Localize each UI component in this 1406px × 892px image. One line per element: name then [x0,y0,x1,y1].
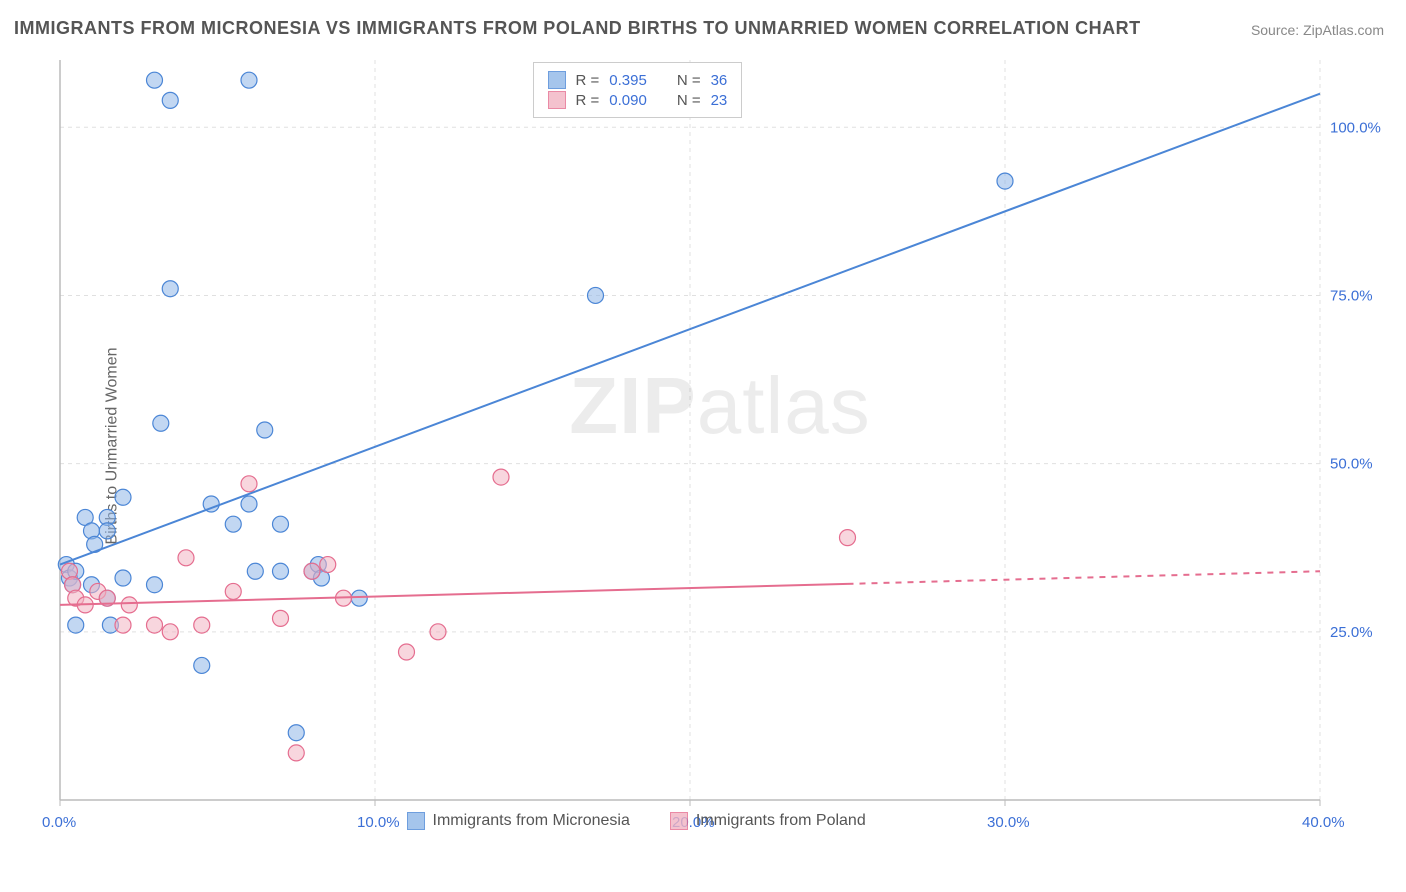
legend-n-value: 36 [711,72,728,89]
data-point [162,281,178,297]
data-point [68,617,84,633]
chart-title: IMMIGRANTS FROM MICRONESIA VS IMMIGRANTS… [14,18,1141,39]
legend-r-label: R = [576,92,600,109]
x-tick-label: 30.0% [987,814,1030,831]
scatter-plot: ZIPatlas 25.0%50.0%75.0%100.0% [50,50,1390,840]
data-point [273,610,289,626]
source-attribution: Source: ZipAtlas.com [1251,22,1384,38]
data-point [162,92,178,108]
data-point [225,583,241,599]
trend-line [60,584,848,605]
data-point [304,563,320,579]
data-point [115,570,131,586]
legend-swatch [548,91,566,109]
data-point [147,72,163,88]
legend-row: R = 0.090 N = 23 [548,91,728,109]
data-point [241,496,257,512]
legend-row: R = 0.395 N = 36 [548,71,728,89]
data-point [430,624,446,640]
legend-r-value: 0.090 [609,92,647,109]
data-point [840,530,856,546]
data-point [225,516,241,532]
data-point [288,725,304,741]
data-point [351,590,367,606]
data-point [194,657,210,673]
data-point [121,597,137,613]
legend-n-label: N = [677,72,701,89]
data-point [997,173,1013,189]
y-tick-label: 75.0% [1330,287,1373,304]
data-point [273,563,289,579]
data-point [147,577,163,593]
y-tick-label: 25.0% [1330,624,1373,641]
legend-r-label: R = [576,72,600,89]
correlation-legend: R = 0.395 N = 36 R = 0.090 N = 23 [533,62,743,118]
legend-swatch [548,71,566,89]
legend-n-value: 23 [711,92,728,109]
data-point [99,523,115,539]
data-point [115,489,131,505]
data-point [241,476,257,492]
trend-line-extrapolated [848,571,1321,584]
series-legend-item: Immigrants from Poland [670,812,866,830]
legend-n-label: N = [677,92,701,109]
data-point [273,516,289,532]
data-point [194,617,210,633]
legend-swatch [407,812,425,830]
series-legend-item: Immigrants from Micronesia [407,812,630,830]
data-point [493,469,509,485]
data-point [162,624,178,640]
data-point [153,415,169,431]
y-tick-label: 100.0% [1330,119,1381,136]
y-tick-label: 50.0% [1330,456,1373,473]
series-name: Immigrants from Micronesia [433,812,630,830]
legend-r-value: 0.395 [609,72,647,89]
x-tick-label: 0.0% [42,814,76,831]
data-point [115,617,131,633]
data-point [399,644,415,660]
data-point [241,72,257,88]
x-tick-label: 40.0% [1302,814,1345,831]
data-point [588,287,604,303]
data-point [178,550,194,566]
series-name: Immigrants from Poland [696,812,866,830]
data-point [320,557,336,573]
data-point [288,745,304,761]
data-point [247,563,263,579]
x-tick-label: 10.0% [357,814,400,831]
legend-swatch [670,812,688,830]
data-point [147,617,163,633]
data-point [257,422,273,438]
series-legend: Immigrants from Micronesia Immigrants fro… [407,812,866,830]
